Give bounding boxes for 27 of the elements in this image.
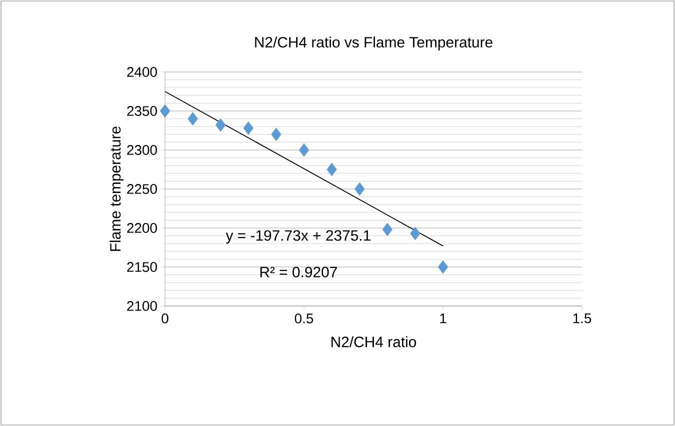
point bbox=[438, 260, 448, 274]
y-tick-label: 2200 bbox=[127, 223, 157, 233]
y-tick-label: 2100 bbox=[127, 301, 157, 311]
x-tick-label: 1.5 bbox=[573, 314, 592, 324]
x-tick-label: 1 bbox=[440, 314, 446, 324]
point bbox=[326, 162, 337, 176]
y-tick-label: 2350 bbox=[127, 106, 157, 116]
point bbox=[216, 118, 226, 132]
point bbox=[188, 112, 198, 126]
x-tick-label: 0 bbox=[162, 314, 168, 324]
annotation: y = -197.73x + 2375.1 bbox=[226, 230, 370, 244]
y-tick-label: 2400 bbox=[127, 67, 157, 77]
y-axis-title: Flame temperature bbox=[110, 126, 124, 251]
point bbox=[382, 222, 392, 236]
y-tick-label: 2150 bbox=[127, 262, 157, 272]
chart-title: N2/CH4 ratio vs Flame Temperature bbox=[255, 36, 492, 50]
point bbox=[410, 226, 420, 240]
y-tick-label: 2300 bbox=[127, 145, 157, 155]
annotation: R² = 0.9207 bbox=[260, 266, 337, 278]
x-axis-title: N2/CH4 ratio bbox=[332, 336, 416, 348]
point bbox=[243, 121, 254, 135]
point bbox=[354, 182, 365, 196]
point bbox=[298, 143, 310, 157]
point bbox=[160, 104, 170, 118]
y-tick-label: 2250 bbox=[127, 184, 157, 194]
point bbox=[271, 128, 282, 142]
x-tick-label: 0.5 bbox=[294, 314, 314, 324]
